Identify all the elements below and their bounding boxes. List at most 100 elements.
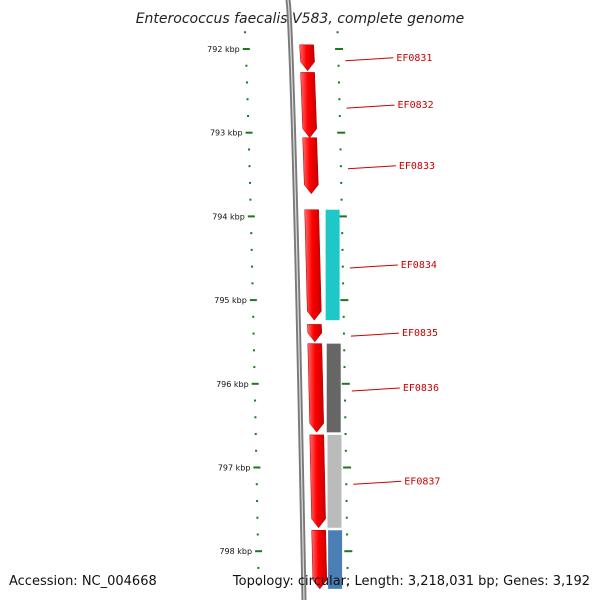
cog-block xyxy=(325,209,340,321)
right-minor-tick xyxy=(346,533,349,536)
left-minor-tick xyxy=(248,165,251,168)
cog-block xyxy=(326,343,341,433)
gene-arrow xyxy=(304,209,322,321)
left-major-tick xyxy=(242,48,250,50)
right-minor-tick xyxy=(342,282,345,285)
left-minor-tick xyxy=(244,31,247,34)
left-major-tick xyxy=(253,466,261,469)
left-minor-tick xyxy=(248,181,251,184)
gene-label-leader xyxy=(350,332,399,337)
right-minor-tick xyxy=(339,165,342,168)
gene-label: EF0833 xyxy=(399,161,435,172)
gene-arrow xyxy=(309,434,326,529)
gene-label-leader xyxy=(349,264,398,269)
left-minor-tick xyxy=(254,433,257,436)
gene-label-leader xyxy=(347,165,396,170)
scale-tick-label: 798 kbp xyxy=(219,547,252,556)
left-minor-tick xyxy=(245,64,248,67)
left-minor-tick xyxy=(247,114,250,117)
left-minor-tick xyxy=(250,248,253,251)
right-minor-tick xyxy=(340,198,343,201)
left-minor-tick xyxy=(257,583,260,586)
left-major-tick xyxy=(251,382,259,385)
right-minor-tick xyxy=(344,433,347,436)
right-major-tick xyxy=(340,299,349,302)
left-major-tick xyxy=(255,550,263,553)
left-minor-tick xyxy=(256,499,259,502)
genome-backbone xyxy=(285,0,307,600)
right-major-tick xyxy=(344,550,353,553)
gene-arrow xyxy=(300,72,317,139)
scale-tick-label: 794 kbp xyxy=(212,212,245,221)
scale-tick-label: 792 kbp xyxy=(207,45,240,54)
right-minor-tick xyxy=(346,583,349,586)
page-title: Enterococcus faecalis V583, complete gen… xyxy=(136,11,465,27)
right-minor-tick xyxy=(342,332,345,335)
right-major-tick xyxy=(338,215,347,218)
gene-arrow xyxy=(299,44,315,72)
right-major-tick xyxy=(341,382,350,385)
left-major-tick xyxy=(245,131,253,134)
left-minor-tick xyxy=(249,198,252,201)
left-minor-tick xyxy=(254,399,257,402)
scale-ticks: 792 kbp 793 kbp 794 kbp 795 kbp 796 kbp 797 k… xyxy=(207,31,353,586)
right-minor-tick xyxy=(345,483,348,486)
right-minor-tick xyxy=(345,499,348,502)
right-minor-tick xyxy=(346,566,349,569)
left-minor-tick xyxy=(255,483,258,486)
left-major-tick xyxy=(247,215,255,218)
scale-tick-label: 793 kbp xyxy=(210,129,243,138)
gene-track xyxy=(299,44,328,590)
right-minor-tick xyxy=(338,98,341,101)
cog-block xyxy=(328,530,343,589)
left-minor-tick xyxy=(256,516,259,519)
left-minor-tick xyxy=(251,282,254,285)
left-minor-tick xyxy=(257,566,260,569)
gene-label-leader xyxy=(345,57,394,62)
left-minor-tick xyxy=(254,416,257,419)
cog-block xyxy=(327,434,342,528)
gene-label-leader xyxy=(351,387,400,392)
left-minor-tick xyxy=(252,315,255,318)
right-minor-tick xyxy=(341,265,344,268)
left-minor-tick xyxy=(250,232,253,235)
right-minor-tick xyxy=(339,148,342,151)
gene-label: EF0834 xyxy=(401,260,437,271)
backbone-highlight xyxy=(287,0,305,600)
right-minor-tick xyxy=(343,366,346,369)
right-minor-tick xyxy=(344,416,347,419)
cog-track xyxy=(325,209,343,589)
left-minor-tick xyxy=(245,81,248,84)
gene-label-leader xyxy=(346,104,395,109)
right-minor-tick xyxy=(345,516,348,519)
left-minor-tick xyxy=(246,98,249,101)
gene-arrow xyxy=(302,137,319,195)
gene-labels: EF0831 EF0832 EF0833 EF0834 EF0835 EF0836 EF08… xyxy=(345,53,440,487)
scale-tick-label: 795 kbp xyxy=(214,296,247,305)
left-minor-tick xyxy=(255,449,258,452)
left-minor-tick xyxy=(256,533,259,536)
right-minor-tick xyxy=(337,64,340,67)
right-minor-tick xyxy=(344,399,347,402)
right-minor-tick xyxy=(341,248,344,251)
gene-label: EF0831 xyxy=(396,53,432,64)
right-major-tick xyxy=(337,131,346,134)
gene-arrow xyxy=(307,343,324,433)
gene-label: EF0835 xyxy=(402,328,438,339)
right-minor-tick xyxy=(340,181,343,184)
gene-label: EF0832 xyxy=(398,100,434,111)
right-major-tick xyxy=(343,466,352,469)
right-minor-tick xyxy=(342,315,345,318)
right-minor-tick xyxy=(336,31,339,34)
right-minor-tick xyxy=(338,114,341,117)
left-minor-tick xyxy=(253,366,256,369)
right-minor-tick xyxy=(343,349,346,352)
gene-arrow xyxy=(311,530,328,590)
right-minor-tick xyxy=(344,449,347,452)
left-minor-tick xyxy=(252,332,255,335)
accession-text: Accession: NC_004668 xyxy=(9,574,157,589)
right-major-tick xyxy=(335,48,344,50)
left-minor-tick xyxy=(252,349,255,352)
scale-tick-label: 796 kbp xyxy=(216,380,249,389)
